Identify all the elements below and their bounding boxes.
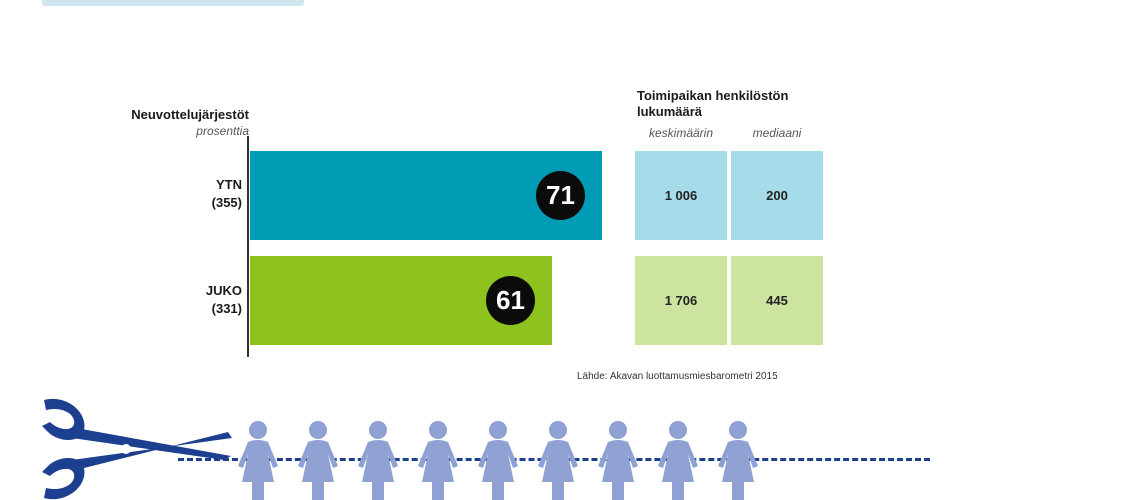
person-icon — [238, 421, 278, 500]
chart-header: Neuvottelujärjestöt prosenttia — [131, 106, 249, 140]
table-column-header-median: mediaani — [752, 126, 802, 140]
person-icon — [418, 421, 458, 500]
person-icon — [478, 421, 518, 500]
person-icon — [718, 421, 758, 500]
table-cell-ytn-median: 200 — [731, 151, 823, 240]
person-icon — [298, 421, 338, 500]
table-cell-ytn-average: 1 006 — [635, 151, 727, 240]
person-icon — [358, 421, 398, 500]
table-cell-juko-average: 1 706 — [635, 256, 727, 345]
category-name: JUKO — [205, 283, 242, 298]
table-column-header-average: keskimäärin — [648, 126, 714, 140]
category-axis-line — [247, 136, 249, 357]
category-label-juko: JUKO (331) — [206, 282, 242, 318]
person-icon — [658, 421, 698, 500]
scissors-icon — [42, 398, 232, 500]
source-note: Lähde: Akavan luottamusmiesbarometri 201… — [577, 371, 778, 382]
category-label-ytn: YTN (355) — [212, 176, 242, 212]
person-icon — [598, 421, 638, 500]
bar-value-juko: 61 — [486, 276, 535, 325]
person-icon — [538, 421, 578, 500]
bar-value-ytn: 71 — [536, 171, 585, 220]
table-title: Toimipaikan henkilöstön lukumäärä — [637, 88, 837, 120]
category-name: YTN — [216, 177, 242, 192]
top-decoration-strip — [42, 0, 304, 6]
category-count: (355) — [211, 195, 242, 210]
category-count: (331) — [211, 301, 242, 316]
chart-header-title: Neuvottelujärjestöt — [131, 107, 249, 122]
chart-header-unit: prosenttia — [196, 124, 249, 138]
table-cell-juko-median: 445 — [731, 256, 823, 345]
table-title-text: Toimipaikan henkilöstön lukumäärä — [637, 88, 789, 119]
